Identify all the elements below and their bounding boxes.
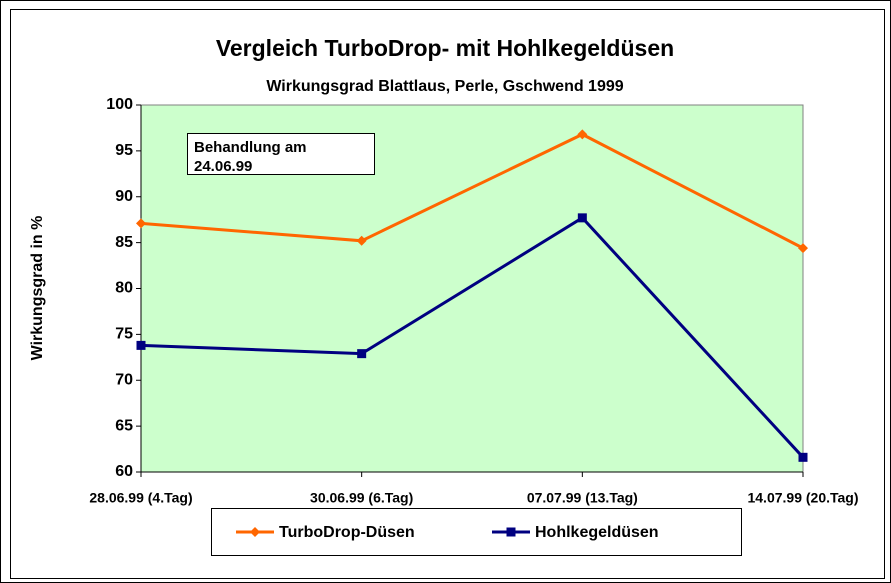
y-tick-label: 80	[115, 280, 133, 297]
y-tick-label: 65	[115, 417, 133, 434]
legend-marker	[506, 527, 516, 537]
x-tick-label: 28.06.99 (4.Tag)	[89, 490, 192, 506]
x-tick-label: 14.07.99 (20.Tag)	[747, 490, 858, 506]
x-tick-label: 30.06.99 (6.Tag)	[310, 490, 413, 506]
annotation: Behandlung am 24.06.99	[187, 133, 375, 175]
point	[136, 340, 146, 350]
y-tick-label: 85	[115, 234, 133, 251]
point	[798, 452, 808, 462]
point	[136, 218, 146, 229]
y-tick-label: 95	[115, 142, 133, 159]
point	[577, 213, 587, 223]
y-axis-label: Wirkungsgrad in %	[29, 216, 46, 361]
legend-box	[211, 508, 742, 556]
chart-subtitle: Wirkungsgrad Blattlaus, Perle, Gschwend …	[266, 78, 623, 95]
y-tick-label: 100	[106, 96, 133, 113]
y-tick-label: 90	[115, 188, 133, 205]
series-line	[140, 215, 805, 459]
legend-label: Hohlkegeldüsen	[535, 524, 659, 541]
point	[357, 349, 367, 359]
y-tick-label: 60	[115, 463, 133, 480]
y-tick-label: 75	[115, 326, 133, 343]
point	[577, 129, 588, 140]
point	[356, 235, 367, 246]
y-tick-label: 70	[115, 371, 133, 388]
series-line	[140, 132, 804, 250]
x-tick-label: 07.07.99 (13.Tag)	[527, 490, 638, 506]
chart-title: Vergleich TurboDrop- mit Hohlkegeldüsen	[216, 35, 674, 61]
point	[798, 243, 808, 254]
legend-marker	[250, 527, 260, 537]
legend-label: TurboDrop-Düsen	[279, 524, 415, 541]
